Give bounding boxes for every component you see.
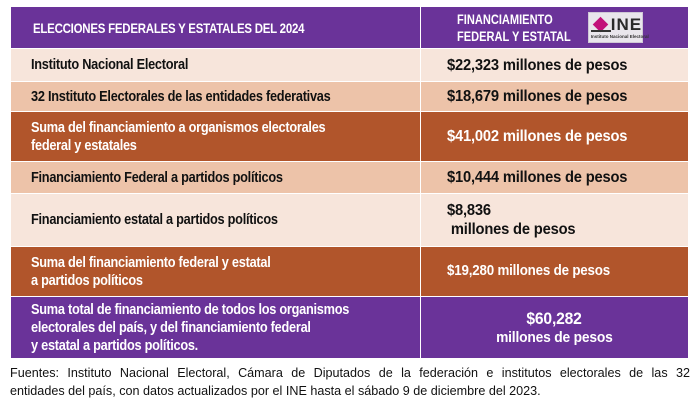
row-value: $10,444 millones de pesos	[447, 169, 628, 186]
row-label-line: electorales del país, y del financiamien…	[31, 319, 311, 336]
row-value: $19,280 millones de pesos	[447, 263, 610, 279]
row-label-cell: Suma del financiamiento a organismos ele…	[11, 112, 421, 161]
row-value-cell: $10,444 millones de pesos	[421, 162, 688, 193]
total-value-amount: $60,282	[526, 308, 583, 328]
row-value-cell: $19,280 millones de pesos	[421, 247, 688, 296]
ine-logo-base	[590, 30, 611, 32]
row-value: $41,002 millones de pesos	[447, 128, 628, 145]
row-value-line: $8,836	[447, 202, 491, 219]
row-label-line: federal y estatales	[31, 137, 137, 154]
financing-table: ELECCIONES FEDERALES Y ESTATALES DEL 202…	[11, 7, 688, 358]
table-header: ELECCIONES FEDERALES Y ESTATALES DEL 202…	[11, 7, 688, 49]
table-row: Instituto Nacional Electoral $22,323 mil…	[11, 49, 688, 82]
row-label: Financiamiento Federal a partidos políti…	[31, 169, 283, 186]
row-value-cell: $60,282 millones de pesos	[421, 297, 688, 358]
row-label-cell: Instituto Nacional Electoral	[11, 49, 421, 81]
row-value-cell: $41,002 millones de pesos	[421, 112, 688, 161]
header-right-cell: FINANCIAMIENTO FEDERAL Y ESTATAL INE Ins…	[421, 7, 688, 48]
header-right-title: FINANCIAMIENTO FEDERAL Y ESTATAL	[457, 11, 596, 45]
row-label: 32 Instituto Electorales de las entidade…	[31, 88, 331, 105]
ine-logo: INE Instituto Nacional Electoral	[587, 12, 649, 43]
total-value-unit: millones de pesos	[496, 328, 613, 346]
row-value: $18,679 millones de pesos	[447, 88, 628, 105]
ine-logo-wordmark: INE	[610, 15, 643, 34]
footnote-line2: entidades del país, con datos actualizad…	[10, 384, 541, 398]
header-left-cell: ELECCIONES FEDERALES Y ESTATALES DEL 202…	[11, 7, 421, 48]
row-label-line: Suma total de financiamiento de todos lo…	[31, 301, 350, 318]
header-right-title-line1: FINANCIAMIENTO	[457, 11, 553, 27]
row-label-line: y estatal a partidos políticos.	[31, 337, 198, 354]
table-row: Financiamiento estatal a partidos políti…	[11, 194, 688, 247]
row-label-line: Suma del financiamiento federal y estata…	[31, 254, 271, 271]
row-value-cell: $8,836 millones de pesos	[421, 194, 688, 246]
row-value-cell: $18,679 millones de pesos	[421, 82, 688, 111]
table-row: Suma del financiamiento federal y estata…	[11, 247, 688, 297]
table-row: Suma del financiamiento a organismos ele…	[11, 112, 688, 162]
row-label-cell: Financiamiento estatal a partidos políti…	[11, 194, 421, 246]
row-label: Financiamiento estatal a partidos políti…	[31, 212, 278, 228]
row-value-cell: $22,323 millones de pesos	[421, 49, 688, 81]
row-label: Instituto Nacional Electoral	[31, 57, 189, 73]
table-row: 32 Instituto Electorales de las entidade…	[11, 82, 688, 112]
row-label-cell: Suma total de financiamiento de todos lo…	[11, 297, 421, 358]
table-row-total: Suma total de financiamiento de todos lo…	[11, 297, 688, 358]
row-label-line: a partidos políticos	[31, 272, 143, 289]
row-value: $22,323 millones de pesos	[447, 56, 628, 74]
row-label-cell: Financiamiento Federal a partidos políti…	[11, 162, 421, 193]
row-label-line: Suma del financiamiento a organismos ele…	[31, 119, 326, 136]
footnote-line1: Fuentes: Instituto Nacional Electoral, C…	[10, 366, 690, 380]
row-label-cell: 32 Instituto Electorales de las entidade…	[11, 82, 421, 111]
table-row: Financiamiento Federal a partidos políti…	[11, 162, 688, 194]
header-left-title: ELECCIONES FEDERALES Y ESTATALES DEL 202…	[33, 19, 305, 36]
ine-logo-subtitle: Instituto Nacional Electoral	[590, 34, 649, 39]
row-value-line: millones de pesos	[447, 221, 576, 238]
row-label-cell: Suma del financiamiento federal y estata…	[11, 247, 421, 296]
source-footnote: Fuentes: Instituto Nacional Electoral, C…	[10, 364, 690, 400]
header-right-title-line2: FEDERAL Y ESTATAL	[457, 28, 571, 44]
